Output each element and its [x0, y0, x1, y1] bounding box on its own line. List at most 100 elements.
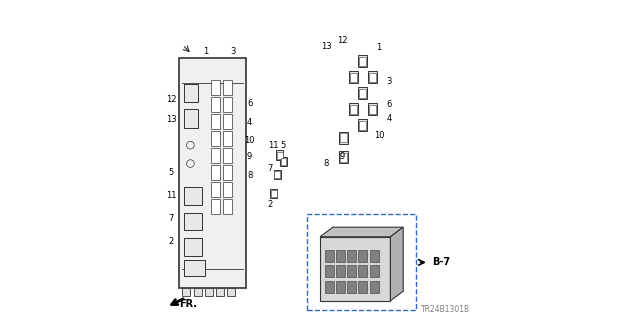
Text: 3: 3 — [230, 47, 236, 56]
Bar — [211, 97, 220, 112]
Text: 9: 9 — [247, 152, 252, 161]
Bar — [223, 165, 232, 180]
Bar — [370, 281, 379, 293]
Bar — [280, 158, 287, 165]
Bar — [336, 265, 345, 277]
Text: 8: 8 — [247, 171, 252, 180]
Bar — [336, 281, 345, 293]
Bar — [358, 119, 367, 131]
Bar — [184, 188, 202, 205]
Bar — [184, 238, 202, 256]
Bar — [227, 288, 236, 296]
Bar — [340, 153, 348, 162]
Text: 2: 2 — [268, 200, 273, 209]
Bar — [179, 58, 246, 288]
Bar — [360, 57, 367, 66]
Text: 10: 10 — [374, 131, 385, 140]
Polygon shape — [390, 227, 403, 301]
Bar — [347, 265, 356, 277]
Bar — [270, 189, 278, 198]
Text: 13: 13 — [166, 115, 177, 124]
Text: 2: 2 — [168, 237, 174, 246]
Polygon shape — [320, 227, 403, 237]
Bar — [368, 103, 377, 115]
Text: 11: 11 — [166, 191, 177, 200]
Bar — [223, 114, 232, 129]
Bar — [275, 171, 280, 178]
Text: 7: 7 — [268, 164, 273, 172]
Text: 6: 6 — [386, 100, 392, 108]
Bar — [360, 121, 367, 130]
Bar — [223, 199, 232, 214]
Bar — [358, 87, 367, 99]
Bar — [276, 150, 283, 160]
Text: 12: 12 — [337, 36, 348, 44]
Bar — [349, 71, 358, 83]
Bar — [307, 214, 416, 310]
Bar — [349, 105, 357, 114]
Text: 11: 11 — [268, 141, 279, 150]
Bar — [349, 103, 358, 115]
Bar — [339, 132, 348, 144]
Bar — [320, 237, 390, 301]
Bar — [336, 250, 345, 262]
Bar — [184, 213, 202, 230]
Bar — [205, 288, 212, 296]
Text: TR24B1301B: TR24B1301B — [421, 305, 470, 314]
Bar — [347, 250, 356, 262]
Bar — [211, 131, 220, 146]
Text: 6: 6 — [247, 99, 252, 108]
Bar — [216, 288, 224, 296]
Bar — [223, 182, 232, 197]
Bar — [339, 151, 348, 163]
Bar — [349, 73, 357, 82]
Bar — [370, 250, 379, 262]
Bar — [358, 265, 367, 277]
Bar — [211, 182, 220, 197]
Text: B-7: B-7 — [432, 257, 450, 268]
Text: 1: 1 — [376, 44, 382, 52]
Bar — [368, 71, 377, 83]
Bar — [223, 148, 232, 163]
Text: 5: 5 — [168, 168, 174, 177]
Bar — [184, 109, 198, 128]
Bar — [211, 165, 220, 180]
Bar — [223, 80, 232, 95]
Bar — [347, 281, 356, 293]
Bar — [325, 265, 334, 277]
Text: 4: 4 — [386, 114, 392, 123]
Bar — [360, 89, 367, 98]
Text: 10: 10 — [244, 136, 255, 145]
Bar — [271, 190, 276, 197]
Bar — [358, 250, 367, 262]
Bar — [274, 170, 281, 179]
Bar — [369, 73, 376, 82]
Text: 8: 8 — [324, 159, 329, 168]
Bar — [211, 114, 220, 129]
Text: FR.: FR. — [179, 299, 197, 309]
Bar — [182, 288, 191, 296]
Bar — [277, 152, 283, 159]
Bar — [184, 84, 198, 102]
Bar — [325, 250, 334, 262]
Bar — [325, 281, 334, 293]
Bar — [184, 260, 205, 276]
Text: 12: 12 — [166, 95, 177, 104]
Bar — [211, 148, 220, 163]
Bar — [358, 281, 367, 293]
Bar — [340, 133, 348, 142]
Bar — [358, 55, 367, 67]
Bar — [211, 199, 220, 214]
Text: 7: 7 — [168, 214, 174, 223]
Text: 9: 9 — [340, 152, 345, 161]
Text: 3: 3 — [386, 77, 392, 86]
Bar — [280, 157, 287, 166]
Text: 13: 13 — [321, 42, 332, 51]
Bar — [223, 97, 232, 112]
Bar — [370, 265, 379, 277]
Text: 1: 1 — [204, 47, 209, 56]
Bar — [211, 80, 220, 95]
Text: 5: 5 — [280, 141, 286, 150]
Bar — [223, 131, 232, 146]
Bar — [369, 105, 376, 114]
